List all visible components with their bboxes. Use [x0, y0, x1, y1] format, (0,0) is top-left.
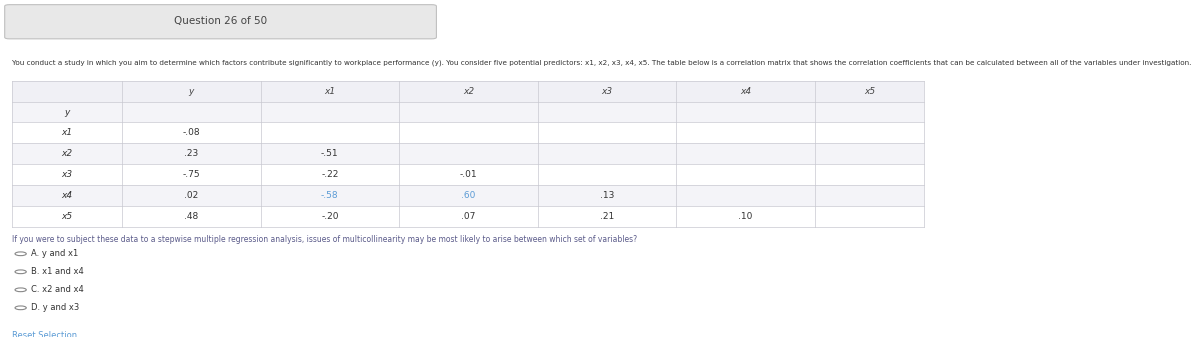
- Text: .21: .21: [600, 212, 614, 221]
- Text: B. x1 and x4: B. x1 and x4: [31, 267, 84, 276]
- Text: x4: x4: [61, 191, 73, 200]
- Text: x1: x1: [61, 128, 73, 137]
- Text: A. y and x1: A. y and x1: [31, 249, 78, 258]
- Text: .48: .48: [184, 212, 198, 221]
- Text: .60: .60: [461, 191, 475, 200]
- Bar: [12, 81, 924, 102]
- Text: .02: .02: [184, 191, 198, 200]
- Text: -.01: -.01: [460, 170, 478, 179]
- Text: .10: .10: [738, 212, 752, 221]
- Bar: [12, 185, 924, 206]
- Text: y: y: [188, 87, 194, 96]
- Text: x5: x5: [864, 87, 875, 96]
- Text: x2: x2: [463, 87, 474, 96]
- Text: -.08: -.08: [182, 128, 200, 137]
- Text: -.58: -.58: [322, 191, 338, 200]
- Bar: [12, 143, 924, 164]
- Text: x4: x4: [739, 87, 751, 96]
- Bar: [12, 102, 924, 122]
- Text: x5: x5: [61, 212, 73, 221]
- FancyBboxPatch shape: [5, 5, 437, 39]
- Text: -.51: -.51: [322, 149, 338, 158]
- Text: D. y and x3: D. y and x3: [31, 303, 79, 312]
- Bar: [12, 164, 924, 185]
- Text: Reset Selection: Reset Selection: [12, 331, 77, 337]
- Text: x2: x2: [61, 149, 73, 158]
- Text: x3: x3: [601, 87, 612, 96]
- Text: .07: .07: [461, 212, 475, 221]
- Text: .13: .13: [600, 191, 614, 200]
- Text: y: y: [65, 108, 70, 117]
- Text: x1: x1: [324, 87, 335, 96]
- Text: Question 26 of 50: Question 26 of 50: [174, 16, 268, 26]
- Text: .23: .23: [184, 149, 198, 158]
- Text: -.22: -.22: [322, 170, 338, 179]
- Text: If you were to subject these data to a stepwise multiple regression analysis, is: If you were to subject these data to a s…: [12, 235, 637, 244]
- Text: x3: x3: [61, 170, 73, 179]
- Text: You conduct a study in which you aim to determine which factors contribute signi: You conduct a study in which you aim to …: [12, 59, 1192, 65]
- Text: -.20: -.20: [322, 212, 338, 221]
- Bar: [12, 206, 924, 227]
- Bar: [12, 122, 924, 143]
- Text: -.75: -.75: [182, 170, 200, 179]
- Text: C. x2 and x4: C. x2 and x4: [31, 285, 84, 294]
